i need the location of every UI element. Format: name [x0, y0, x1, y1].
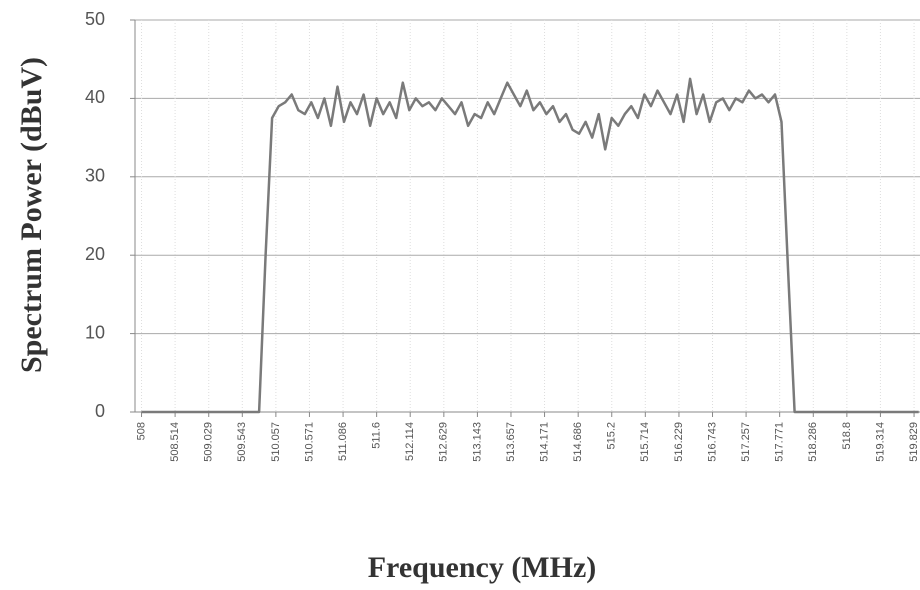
- x-tick-label: 515.2: [606, 422, 618, 450]
- x-tick-label: 517.771: [774, 422, 786, 462]
- y-axis-label: Spectrum Power (dBuV): [15, 57, 48, 373]
- x-tick-label: 518.286: [807, 422, 819, 462]
- x-tick-label: 514.171: [538, 422, 550, 462]
- y-tick-label: 0: [95, 401, 105, 421]
- y-tick-label: 10: [85, 322, 105, 342]
- y-tick-label: 30: [85, 166, 105, 186]
- x-tick-label: 513.143: [471, 422, 483, 462]
- x-tick-label: 510.057: [270, 422, 282, 462]
- x-tick-label: 513.657: [505, 422, 517, 462]
- x-tick-label: 510.571: [303, 422, 315, 462]
- x-tick-label: 519.314: [874, 422, 886, 462]
- x-tick-label: 518.8: [841, 422, 853, 450]
- x-tick-label: 515.714: [639, 422, 651, 462]
- x-tick-label: 516.743: [706, 422, 718, 462]
- y-tick-label: 50: [85, 9, 105, 29]
- spectrum-line: [142, 79, 919, 412]
- x-tick-label: 509.029: [203, 422, 215, 462]
- x-tick-label: 508.514: [169, 422, 181, 462]
- y-tick-label: 20: [85, 244, 105, 264]
- x-tick-label: 509.543: [236, 422, 248, 462]
- x-tick-label: 512.114: [404, 422, 416, 461]
- page: Frequency (MHz) Spectrum Power (dBuV) 0 1…: [0, 0, 920, 590]
- chart: Frequency (MHz) Spectrum Power (dBuV) 0 1…: [0, 0, 920, 590]
- x-tick-label: 517.257: [740, 422, 752, 462]
- x-tick-label: 511.086: [337, 422, 349, 461]
- x-tick-label: 511.6: [371, 422, 383, 449]
- x-tick-label: 508: [135, 422, 147, 440]
- x-tick-label: 519.829: [908, 422, 920, 462]
- x-tick-label: 514.686: [572, 422, 584, 462]
- x-tick-label: 516.229: [673, 422, 685, 462]
- x-tick-label: 512.629: [438, 422, 450, 462]
- y-tick-label: 40: [85, 87, 105, 107]
- x-axis-label: Frequency (MHz): [368, 551, 597, 584]
